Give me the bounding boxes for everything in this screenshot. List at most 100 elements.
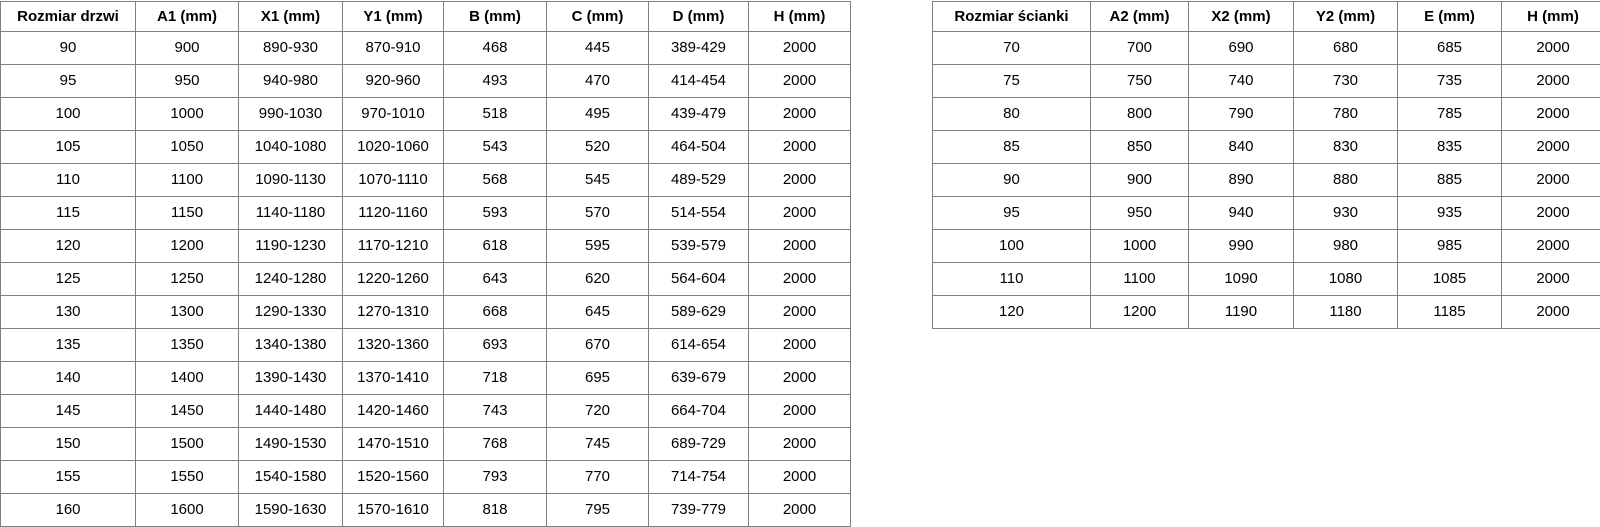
table-cell: 2000 (749, 461, 851, 494)
table-cell: 2000 (749, 362, 851, 395)
table-cell: 1590-1630 (239, 494, 343, 527)
table-cell: 618 (444, 230, 547, 263)
table-cell: 645 (547, 296, 649, 329)
table-cell: 1500 (136, 428, 239, 461)
table-cell: 2000 (749, 98, 851, 131)
table-cell: 1270-1310 (343, 296, 444, 329)
table-cell: 570 (547, 197, 649, 230)
table-cell: 1020-1060 (343, 131, 444, 164)
table-cell: 110 (1, 164, 136, 197)
table-cell: 700 (1091, 32, 1189, 65)
table-cell: 690 (1189, 32, 1294, 65)
table-cell: 1100 (1091, 263, 1189, 296)
table-cell: 1370-1410 (343, 362, 444, 395)
table-cell: 1000 (1091, 230, 1189, 263)
table-cell: 95 (1, 65, 136, 98)
table-cell: 120 (933, 296, 1091, 329)
table-cell: 768 (444, 428, 547, 461)
table-cell: 2000 (1502, 164, 1600, 197)
table-cell: 739-779 (649, 494, 749, 527)
table-cell: 564-604 (649, 263, 749, 296)
table-cell: 714-754 (649, 461, 749, 494)
table-cell: 1520-1560 (343, 461, 444, 494)
table-cell: 140 (1, 362, 136, 395)
table-cell: 1220-1260 (343, 263, 444, 296)
column-header-1: A2 (mm) (1091, 2, 1189, 32)
table-cell: 1250 (136, 263, 239, 296)
table-cell: 1420-1460 (343, 395, 444, 428)
table-cell: 950 (136, 65, 239, 98)
table-cell: 1170-1210 (343, 230, 444, 263)
table-cell: 1350 (136, 329, 239, 362)
table-cell: 695 (547, 362, 649, 395)
table-cell: 750 (1091, 65, 1189, 98)
table-cell: 1140-1180 (239, 197, 343, 230)
table-cell: 850 (1091, 131, 1189, 164)
table-cell: 2000 (749, 263, 851, 296)
table-cell: 75 (933, 65, 1091, 98)
table-cell: 693 (444, 329, 547, 362)
table-cell: 835 (1398, 131, 1502, 164)
table-cell: 470 (547, 65, 649, 98)
table-cell: 2000 (749, 296, 851, 329)
table-cell: 1320-1360 (343, 329, 444, 362)
table-cell: 90 (933, 164, 1091, 197)
table-cell: 740 (1189, 65, 1294, 98)
table-cell: 135 (1, 329, 136, 362)
table-cell: 110 (933, 263, 1091, 296)
table-cell: 795 (547, 494, 649, 527)
table-cell: 664-704 (649, 395, 749, 428)
table-cell: 1070-1110 (343, 164, 444, 197)
table-cell: 1290-1330 (239, 296, 343, 329)
table-cell: 130 (1, 296, 136, 329)
table-cell: 539-579 (649, 230, 749, 263)
table-cell: 568 (444, 164, 547, 197)
table-cell: 2000 (1502, 263, 1600, 296)
table-cell: 985 (1398, 230, 1502, 263)
table-cell: 545 (547, 164, 649, 197)
table-cell: 100 (1, 98, 136, 131)
table-cell: 780 (1294, 98, 1398, 131)
column-header-2: X2 (mm) (1189, 2, 1294, 32)
table-cell: 793 (444, 461, 547, 494)
table-cell: 1550 (136, 461, 239, 494)
table-cell: 730 (1294, 65, 1398, 98)
table-cell: 770 (547, 461, 649, 494)
table-cell: 1100 (136, 164, 239, 197)
table-cell: 800 (1091, 98, 1189, 131)
table-cell: 120 (1, 230, 136, 263)
table-cell: 1490-1530 (239, 428, 343, 461)
table-cell: 445 (547, 32, 649, 65)
table-cell: 1150 (136, 197, 239, 230)
column-header-3: Y1 (mm) (343, 2, 444, 32)
table-cell: 520 (547, 131, 649, 164)
column-header-4: E (mm) (1398, 2, 1502, 32)
table-cell: 1400 (136, 362, 239, 395)
table-cell: 589-629 (649, 296, 749, 329)
table-cell: 2000 (749, 395, 851, 428)
table-cell: 790 (1189, 98, 1294, 131)
table-cell: 2000 (749, 197, 851, 230)
table-cell: 718 (444, 362, 547, 395)
table-cell: 2000 (1502, 197, 1600, 230)
table-cell: 2000 (749, 164, 851, 197)
table-cell: 970-1010 (343, 98, 444, 131)
